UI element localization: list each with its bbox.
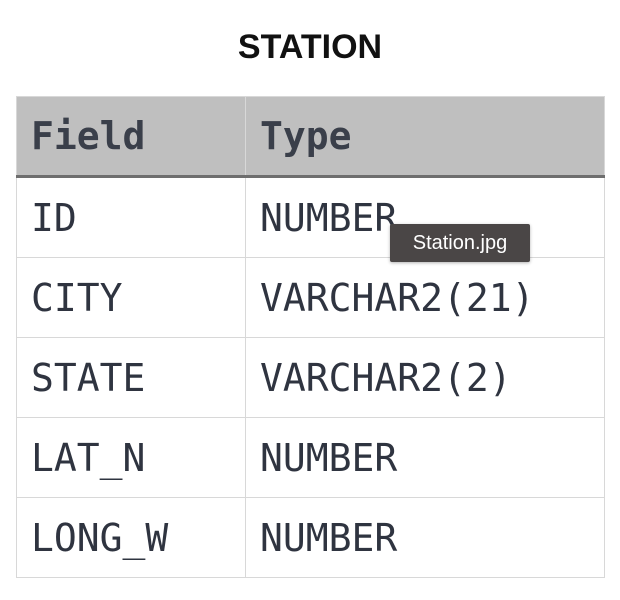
header-row: Field Type <box>16 96 605 178</box>
header-field: Field <box>16 96 246 178</box>
type-cell: NUMBER <box>245 417 605 498</box>
station-table: Field Type ID NUMBER CITY VARCHAR2(21) STA… <box>16 96 605 578</box>
header-type: Type <box>245 96 605 178</box>
field-cell: LAT_N <box>16 417 246 498</box>
type-cell: NUMBER <box>245 497 605 578</box>
table-row: ID NUMBER <box>16 176 605 258</box>
field-cell: CITY <box>16 257 246 338</box>
type-cell: VARCHAR2(21) <box>245 257 605 338</box>
type-cell: VARCHAR2(2) <box>245 337 605 418</box>
table-row: LAT_N NUMBER <box>16 417 605 498</box>
table-title: STATION <box>237 28 383 66</box>
table-row: CITY VARCHAR2(21) <box>16 257 605 338</box>
field-cell: LONG_W <box>16 497 246 578</box>
filename-tooltip: Station.jpg <box>390 224 530 262</box>
type-cell: NUMBER <box>245 176 605 258</box>
field-cell: STATE <box>16 337 246 418</box>
table-row: LONG_W NUMBER <box>16 497 605 578</box>
field-cell: ID <box>16 176 246 258</box>
table-row: STATE VARCHAR2(2) <box>16 337 605 418</box>
